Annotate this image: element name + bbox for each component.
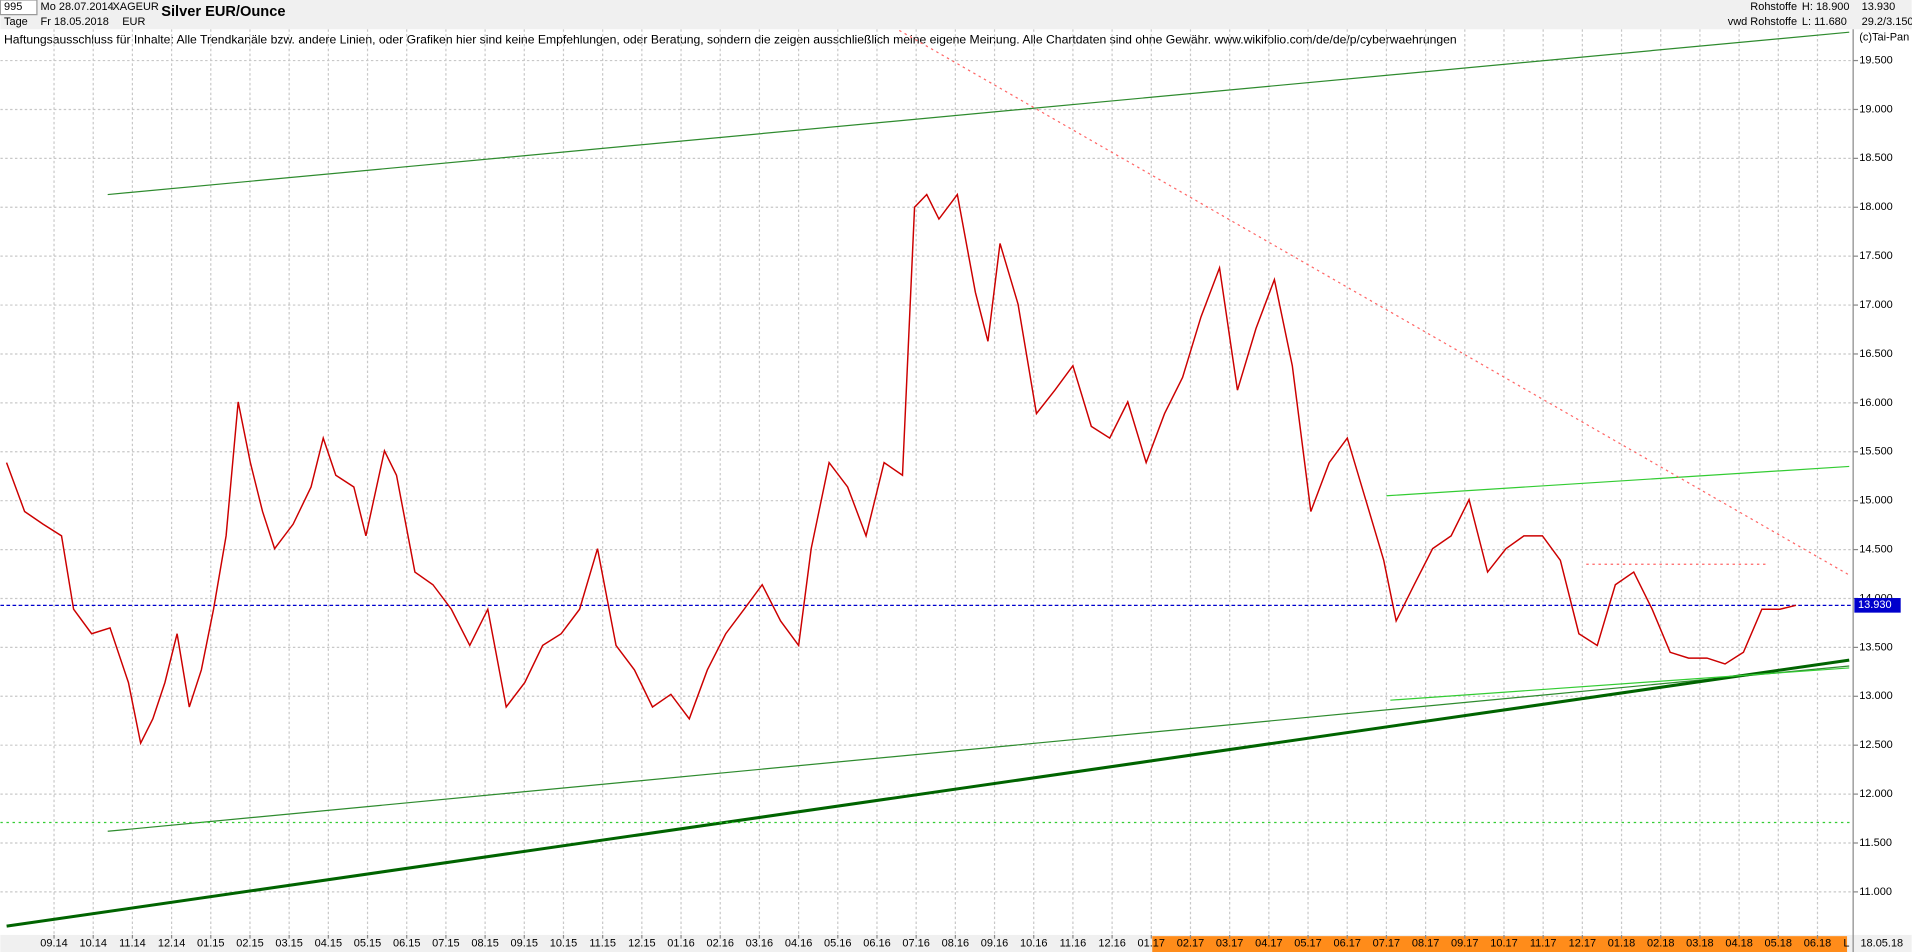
x-tick-label: 04.18 <box>1725 937 1752 949</box>
x-tick-label: 11.16 <box>1060 937 1087 949</box>
x-tick-label: 12.16 <box>1098 937 1125 949</box>
x-tick-label: 01.15 <box>197 937 224 949</box>
last-price-box <box>1854 598 1901 613</box>
x-tick-label: 05.17 <box>1294 937 1321 949</box>
trend-line <box>1386 465 1850 497</box>
y-tick-label: 13.000 <box>1859 690 1893 702</box>
x-tick-label: 02.18 <box>1647 937 1674 949</box>
y-tick-label: 11.500 <box>1859 837 1892 849</box>
y-tick-label: 19.500 <box>1859 54 1893 66</box>
header-date-to: Fr 18.05.2018 <box>41 16 109 28</box>
header-group: Rohstoffe <box>1750 1 1797 13</box>
x-axis-highlight <box>1152 936 1848 952</box>
x-tick-label: 01.17 <box>1138 937 1165 949</box>
x-tick-label: 01.18 <box>1608 937 1635 949</box>
x-tick-label: 10.16 <box>1020 937 1047 949</box>
x-tick-label: 04.15 <box>315 937 342 949</box>
y-tick-label: 19.000 <box>1859 103 1893 115</box>
header-high: H: 18.900 <box>1802 1 1850 13</box>
last-price-label: 13.930 <box>1858 599 1892 611</box>
y-tick-label: 11.000 <box>1859 886 1892 898</box>
x-tick-label: 12.15 <box>628 937 655 949</box>
header-info: 29.2/3.150 <box>1862 16 1912 28</box>
x-tick-label: 06.17 <box>1334 937 1361 949</box>
y-tick-label: 13.500 <box>1859 641 1893 653</box>
header-source: vwd Rohstoffe <box>1728 16 1797 28</box>
x-tick-label: 11.15 <box>589 937 616 949</box>
x-tick-label: 07.16 <box>902 937 929 949</box>
x-tick-label: 04.16 <box>785 937 812 949</box>
y-tick-label: 18.000 <box>1859 201 1893 213</box>
x-tick-label: 09.14 <box>40 937 67 949</box>
x-tick-label: 09.16 <box>981 937 1008 949</box>
end-date: 18.05.18 <box>1860 937 1903 949</box>
x-tick-label: 08.15 <box>471 937 498 949</box>
x-tick-label: 04.17 <box>1255 937 1282 949</box>
x-tick-label: 03.18 <box>1686 937 1713 949</box>
header-period: Tage <box>4 16 28 28</box>
header-bar <box>0 0 1912 30</box>
x-tick-label: 02.15 <box>236 937 263 949</box>
header-last: 13.930 <box>1862 1 1896 13</box>
x-tick-label: 06.16 <box>863 937 890 949</box>
disclaimer: Haftungsausschluss für Inhalte: Alle Tre… <box>4 32 1457 46</box>
y-tick-label: 14.500 <box>1859 543 1893 555</box>
x-tick-label: 07.17 <box>1373 937 1400 949</box>
x-tick-label: 08.17 <box>1412 937 1439 949</box>
x-tick-label: 03.17 <box>1216 937 1243 949</box>
y-tick-label: 16.500 <box>1859 348 1893 360</box>
x-tick-label: 06.15 <box>393 937 420 949</box>
x-tick-label: 02.17 <box>1177 937 1204 949</box>
trend-line <box>896 29 1850 576</box>
header-low: L: 11.680 <box>1802 16 1847 28</box>
trend-line <box>6 658 1850 928</box>
x-tick-label: 06.18 <box>1804 937 1831 949</box>
x-tick-label: 09.15 <box>511 937 538 949</box>
x-tick-label: 10.14 <box>79 937 106 949</box>
x-tick-label: 03.16 <box>746 937 773 949</box>
y-tick-label: 15.000 <box>1859 495 1893 507</box>
chart-title: Silver EUR/Ounce <box>161 4 285 20</box>
x-tick-label: 07.15 <box>432 937 459 949</box>
header-currency: EUR <box>122 16 145 28</box>
x-tick-label: 01.16 <box>667 937 694 949</box>
price-line <box>5 192 1797 746</box>
y-tick-label: 17.500 <box>1859 250 1893 262</box>
id-box[interactable] <box>0 0 38 16</box>
x-tick-label: 11.14 <box>119 937 146 949</box>
copyright: (c)Tai-Pan <box>1859 32 1909 44</box>
trend-line <box>107 665 1850 832</box>
trend-line <box>1390 667 1850 701</box>
header-id: 995 <box>4 1 22 13</box>
scale-mode: L <box>1843 937 1849 949</box>
x-tick-label: 05.16 <box>824 937 851 949</box>
y-tick-label: 16.000 <box>1859 397 1893 409</box>
plot-area <box>0 29 1854 935</box>
x-tick-label: 11.17 <box>1530 937 1557 949</box>
x-tick-label: 03.15 <box>275 937 302 949</box>
header-date-from: Mo 28.07.2014 <box>41 1 114 13</box>
trend-line <box>107 31 1850 196</box>
y-tick-label: 15.500 <box>1859 446 1893 458</box>
x-tick-label: 10.15 <box>550 937 577 949</box>
x-tick-label: 12.14 <box>158 937 185 949</box>
y-tick-label: 18.500 <box>1859 152 1893 164</box>
y-tick-label: 17.000 <box>1859 299 1893 311</box>
x-tick-label: 02.16 <box>706 937 733 949</box>
y-tick-label: 12.500 <box>1859 739 1893 751</box>
x-tick-label: 08.16 <box>942 937 969 949</box>
x-tick-label: 12.17 <box>1569 937 1596 949</box>
x-tick-label: 09.17 <box>1451 937 1478 949</box>
x-tick-label: 10.17 <box>1490 937 1517 949</box>
x-tick-label: 05.15 <box>354 937 381 949</box>
y-tick-label: 12.000 <box>1859 788 1893 800</box>
x-tick-label: 05.18 <box>1765 937 1792 949</box>
header-symbol: XAGEUR <box>112 1 158 13</box>
